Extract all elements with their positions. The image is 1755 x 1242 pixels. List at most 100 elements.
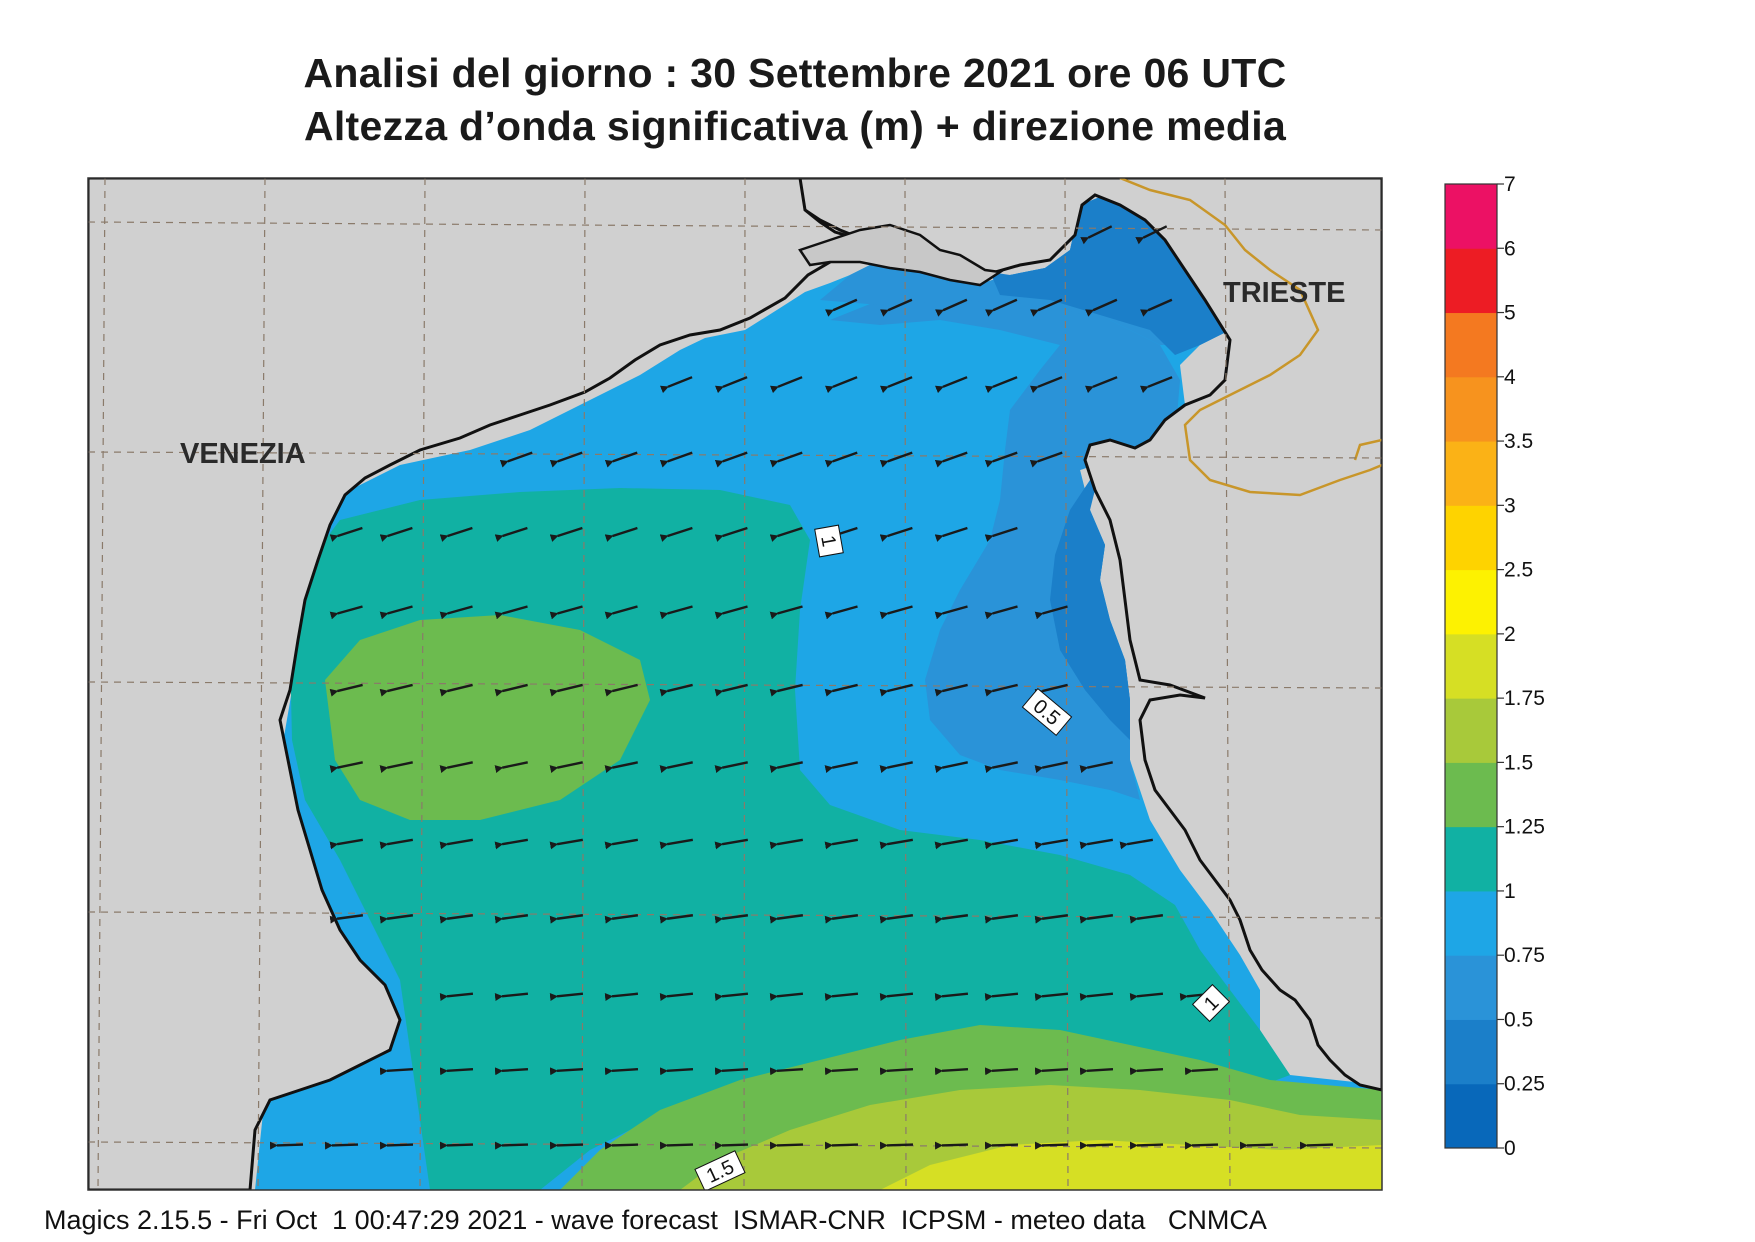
colorbar-swatch — [1445, 184, 1497, 249]
wave-direction-arrow — [934, 992, 969, 1001]
wave-direction-arrow — [879, 1067, 914, 1076]
wave-direction-arrow — [494, 761, 528, 773]
wave-direction-arrow — [1129, 992, 1164, 1001]
wave-direction-arrow — [934, 838, 969, 850]
wave-direction-arrow — [1239, 1141, 1274, 1150]
wave-direction-arrow — [494, 526, 528, 542]
wave-direction-arrow — [659, 838, 694, 850]
wave-direction-arrow — [439, 1067, 474, 1076]
wave-direction-arrow — [604, 1067, 639, 1076]
wave-direction-arrow — [1034, 992, 1069, 1001]
wave-direction-arrow — [984, 1141, 1019, 1150]
colorbar-label: 6 — [1504, 237, 1516, 260]
wave-direction-arrow — [549, 761, 583, 773]
place-trieste: TRIESTE — [1223, 277, 1345, 309]
wave-direction-arrow — [984, 605, 1018, 620]
wave-direction-arrow — [824, 914, 859, 924]
wave-direction-arrow — [604, 526, 638, 542]
wave-direction-arrow — [329, 605, 363, 620]
wave-direction-arrow — [879, 451, 913, 468]
wave-direction-arrow — [604, 838, 639, 850]
wave-direction-arrow — [769, 683, 803, 697]
wave-direction-arrow — [1129, 914, 1164, 924]
band-1.75-2 — [880, 1140, 1382, 1190]
wave-direction-arrow — [769, 605, 803, 620]
wave-direction-arrow — [769, 838, 804, 850]
colorbar-label: 0.25 — [1504, 1073, 1545, 1096]
wave-direction-arrow — [659, 914, 694, 924]
wave-direction-arrow — [769, 376, 803, 394]
wave-direction-arrow — [659, 605, 693, 620]
wave-direction-arrow — [824, 451, 858, 468]
wave-direction-arrow — [1080, 225, 1113, 245]
wave-direction-arrow — [379, 683, 413, 697]
colorbar-label: 4 — [1504, 366, 1516, 389]
wave-direction-arrow — [824, 761, 858, 773]
wave-direction-arrow — [714, 526, 748, 542]
wave-direction-arrow — [934, 451, 968, 468]
colorbar-swatch — [1445, 569, 1497, 635]
wave-direction-arrow — [659, 992, 694, 1001]
colorbar-swatch — [1445, 890, 1497, 956]
colorbar-swatch — [1445, 376, 1497, 442]
wave-direction-arrow — [824, 838, 859, 850]
wave-direction-arrow — [1129, 1067, 1164, 1076]
wave-direction-arrow — [439, 605, 473, 620]
wave-direction-arrow — [549, 605, 583, 620]
wave-direction-arrow — [1084, 376, 1118, 394]
wave-direction-arrow — [879, 376, 913, 394]
wave-direction-arrow — [494, 992, 529, 1001]
wave-direction-arrow — [714, 914, 749, 924]
wave-direction-arrow — [1079, 761, 1113, 773]
wave-direction-arrow — [1034, 1067, 1069, 1076]
svg-text:1: 1 — [816, 534, 840, 549]
wave-direction-arrow — [879, 683, 913, 697]
wave-direction-arrow — [659, 376, 693, 394]
wave-direction-arrow — [324, 1141, 359, 1150]
colorbar-label: 0.5 — [1504, 1008, 1533, 1031]
wave-direction-arrow — [984, 838, 1019, 850]
wave-direction-arrow — [549, 1141, 584, 1150]
wave-direction-arrow — [439, 761, 473, 773]
colorbar-label: 1.25 — [1504, 816, 1545, 839]
wave-direction-arrow — [934, 761, 968, 773]
wave-direction-arrow — [1034, 914, 1069, 924]
colorbar-label: 2 — [1504, 623, 1516, 646]
map-subtitle: Altezza d’onda significativa (m) + direz… — [303, 103, 1287, 149]
wave-direction-arrow — [439, 992, 474, 1001]
colorbar-label: 1.5 — [1504, 751, 1533, 774]
wave-direction-arrow — [714, 451, 748, 468]
land-north — [88, 178, 858, 1190]
wave-direction-arrow — [879, 914, 914, 924]
map-title: Analisi del giorno : 30 Settembre 2021 o… — [303, 50, 1287, 96]
wave-direction-arrow — [879, 605, 913, 620]
wave-direction-arrow — [379, 914, 414, 924]
wave-direction-arrow — [934, 605, 968, 620]
wave-direction-arrow — [604, 992, 639, 1001]
colorbar-label: 3 — [1504, 494, 1516, 517]
wave-direction-arrow — [494, 683, 528, 697]
wave-direction-arrow — [984, 761, 1018, 773]
wave-direction-arrow — [549, 451, 583, 468]
band-1.25-1.5-west — [325, 615, 650, 820]
wave-direction-arrow — [984, 451, 1018, 468]
wave-direction-arrow — [824, 992, 859, 1001]
wave-direction-arrow — [1034, 683, 1068, 697]
wave-direction-arrow — [824, 683, 858, 697]
place-venezia: VENEZIA — [180, 438, 306, 470]
wave-direction-arrow — [879, 1141, 914, 1150]
wave-direction-arrow — [824, 605, 858, 620]
colorbar-label: 3.5 — [1504, 430, 1533, 453]
wave-direction-arrow — [769, 914, 804, 924]
colorbar-label: 2.5 — [1504, 559, 1533, 582]
wave-direction-arrow — [1034, 605, 1068, 620]
colorbar-swatch — [1445, 1083, 1497, 1149]
wave-direction-arrow — [659, 451, 693, 468]
wave-direction-arrow — [984, 526, 1018, 542]
map-frame — [87, 177, 1383, 1191]
wave-direction-arrow — [935, 298, 968, 317]
wave-direction-arrow — [824, 1067, 859, 1076]
colorbar-swatch — [1445, 955, 1497, 1020]
colorbar: 0 0.25 0.5 0.75 1 1.25 1.5 1.75 2 2.5 3 3.5 4 5 6 7 — [1444, 173, 1545, 1160]
wave-direction-arrow — [604, 1141, 639, 1150]
